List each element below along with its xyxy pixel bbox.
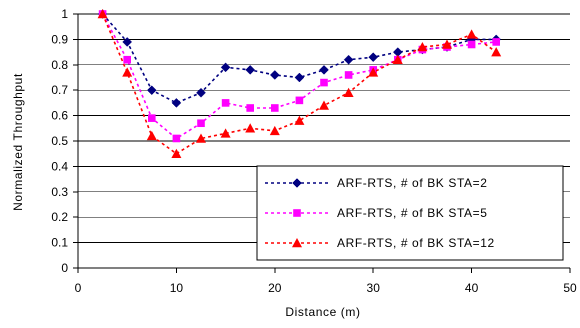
legend-item-2: ARF-RTS, # of BK STA=5	[265, 206, 487, 220]
data-series	[97, 9, 502, 158]
data-point-s3-10	[343, 87, 354, 97]
x-tick-label-2: 20	[268, 281, 282, 295]
data-point-s3-8	[294, 115, 305, 125]
data-point-s3-15	[466, 29, 477, 39]
data-point-s2-3	[172, 134, 181, 143]
legend-label-1: ARF-RTS, # of BK STA=2	[337, 176, 487, 190]
legend-label-3: ARF-RTS, # of BK STA=12	[337, 236, 495, 250]
data-point-s1-10	[343, 54, 354, 65]
data-point-s1-7	[269, 70, 280, 80]
data-point-s1-2	[146, 85, 157, 96]
series-line-3	[101, 13, 497, 155]
data-point-s2-7	[271, 104, 279, 112]
data-point-s2-1	[123, 55, 131, 64]
data-point-s1-5	[220, 62, 231, 73]
data-point-s2-16	[492, 38, 500, 46]
axes	[73, 13, 571, 273]
data-point-s3-14	[442, 39, 452, 49]
data-point-s3-7	[269, 125, 280, 136]
data-point-s1-9	[319, 65, 329, 75]
data-point-s3-13	[417, 42, 428, 52]
legend-item-3: ARF-RTS, # of BK STA=12	[265, 236, 495, 250]
data-point-s2-8	[295, 96, 304, 105]
data-point-s1-3	[171, 98, 182, 108]
data-point-s3-12	[392, 54, 403, 64]
y-tick-label-0: 0	[61, 261, 68, 275]
data-point-s3-4	[196, 133, 206, 143]
x-tick-label-1: 10	[170, 281, 184, 295]
data-point-s1-1	[122, 37, 133, 47]
data-point-s3-6	[245, 123, 256, 133]
data-point-s2-6	[246, 104, 254, 112]
data-point-s1-8	[294, 72, 305, 83]
data-point-s3-2	[146, 130, 157, 141]
data-point-s3-11	[368, 67, 379, 77]
data-point-s2-5	[221, 99, 230, 107]
data-point-s2-15	[467, 40, 476, 49]
data-point-s2-10	[344, 71, 353, 79]
y-tick-label-5: 0.5	[51, 134, 68, 148]
data-point-s3-16	[491, 47, 502, 57]
y-tick-label-4: 0.4	[51, 159, 68, 173]
data-point-s1-11	[368, 52, 379, 63]
x-tick-label-5: 50	[563, 281, 577, 295]
y-tick-label-1: 0.1	[51, 236, 68, 250]
data-point-s2-9	[320, 78, 328, 87]
legend-marker-1	[292, 178, 302, 188]
x-tick-label-4: 40	[465, 281, 479, 295]
data-point-s1-6	[245, 65, 256, 75]
data-point-s3-1	[122, 67, 133, 77]
data-point-s3-5	[220, 128, 231, 138]
y-tick-label-8: 0.8	[51, 58, 68, 72]
data-point-s3-9	[319, 100, 329, 110]
series-1	[97, 9, 502, 108]
data-point-s3-0	[97, 9, 108, 19]
tick-labels: 00.10.20.30.40.50.60.70.80.910 10 20 30 40 50	[51, 7, 577, 295]
series-line-1	[101, 13, 497, 104]
legend-label-2: ARF-RTS, # of BK STA=5	[337, 206, 487, 220]
y-tick-label-3: 0.3	[51, 185, 68, 199]
y-tick-label-7: 0.7	[51, 83, 68, 97]
y-tick-label-6: 0.6	[51, 109, 68, 123]
legend-marker-3	[292, 238, 302, 248]
y-axis-title: Normalized Throughput	[11, 73, 25, 211]
x-axis-title: Distance (m)	[285, 305, 360, 319]
data-point-s3-3	[171, 148, 182, 158]
y-tick-label-2: 0.2	[51, 210, 68, 224]
legend-marker-2	[293, 209, 301, 217]
data-point-s2-2	[148, 114, 156, 122]
x-tick-label-3: 30	[367, 281, 381, 295]
legend-item-1: ARF-RTS, # of BK STA=2	[265, 176, 487, 190]
x-tick-label-0: 0	[75, 281, 82, 295]
data-point-s2-4	[197, 119, 205, 128]
legend: ARF-RTS, # of BK STA=2 ARF-RTS, # of BK S…	[256, 165, 564, 261]
y-tick-label-9: 0.9	[51, 32, 68, 46]
series-3	[97, 9, 502, 158]
y-tick-label-10: 1	[61, 7, 68, 21]
gridlines	[78, 13, 570, 244]
data-point-s1-4	[196, 87, 206, 98]
